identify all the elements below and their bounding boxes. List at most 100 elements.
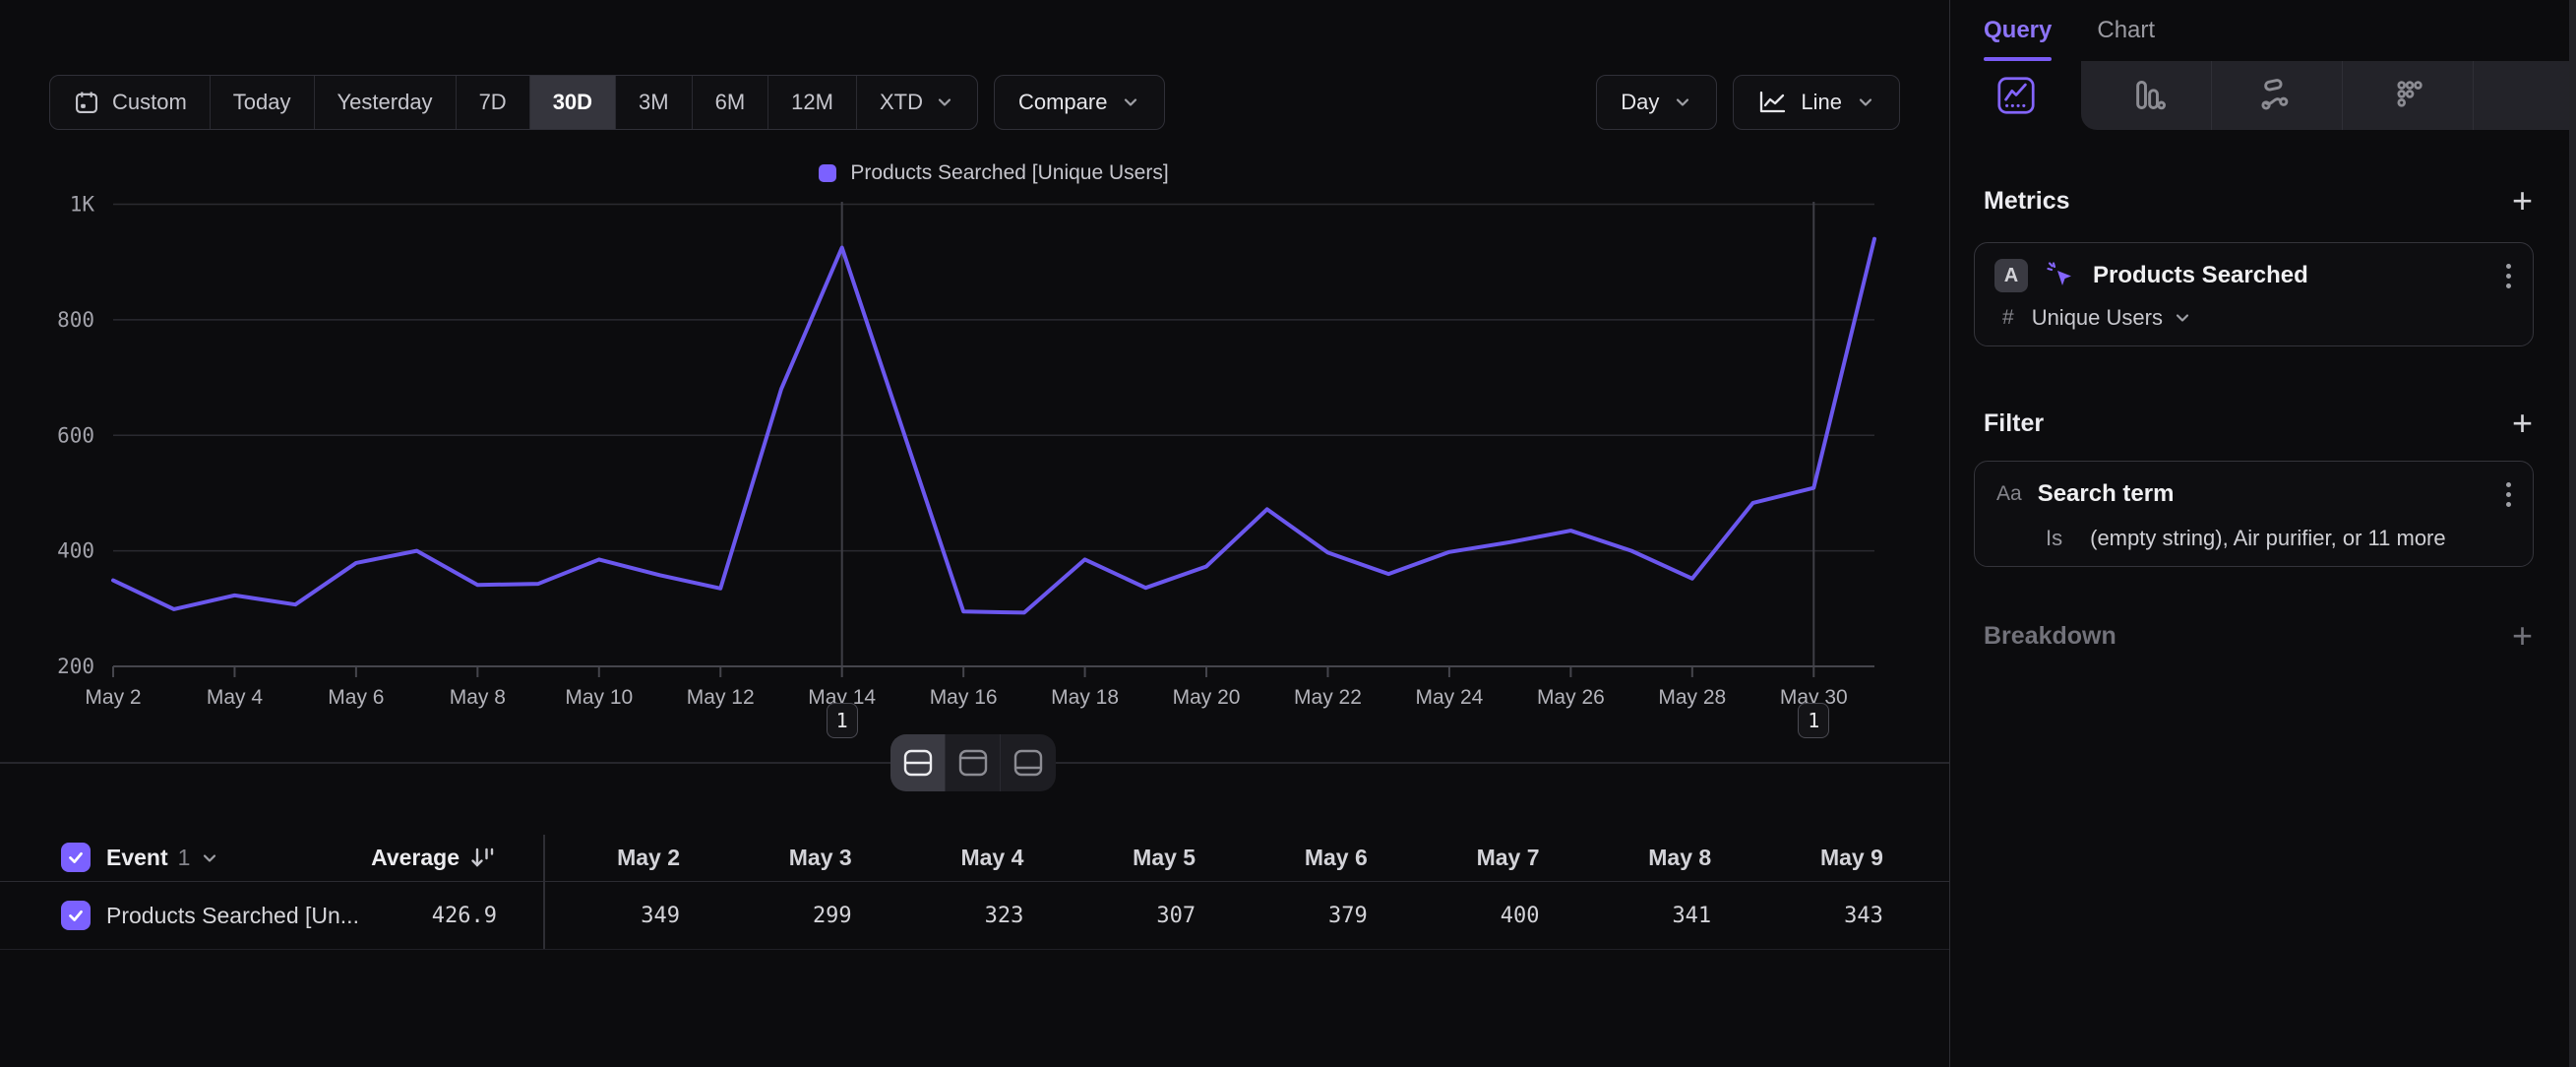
- kebab-menu-icon[interactable]: [2502, 478, 2515, 511]
- metric-letter-badge: A: [1994, 259, 2028, 292]
- add-breakdown-button[interactable]: +: [2512, 618, 2533, 654]
- table-date-header[interactable]: May 6: [1210, 835, 1368, 881]
- table-date-header[interactable]: May 2: [522, 835, 680, 881]
- report-main-area: Custom Today Yesterday 7D 30D 3M 6M 12M …: [0, 0, 1949, 1067]
- event-column-header[interactable]: Event 1: [106, 835, 219, 881]
- table-date-header[interactable]: May 8: [1554, 835, 1711, 881]
- filter-value[interactable]: (empty string), Air purifier, or 11 more: [2090, 526, 2446, 551]
- layout-toggle-group: [890, 734, 1056, 791]
- string-property-icon: Aa: [1996, 482, 2022, 506]
- metrics-title: Metrics: [1984, 187, 2070, 216]
- x-tick-label: May 8: [450, 686, 506, 709]
- chevron-down-icon: [2173, 308, 2192, 328]
- add-filter-button[interactable]: +: [2512, 406, 2533, 441]
- metrics-section-header: Metrics +: [1984, 179, 2533, 222]
- table-date-header[interactable]: May 5: [1038, 835, 1196, 881]
- y-tick-label: 1K: [70, 193, 95, 217]
- retention-dots-icon: [2384, 72, 2431, 119]
- tab-query[interactable]: Query: [1984, 0, 2052, 61]
- x-tick-label: May 28: [1658, 686, 1726, 709]
- check-icon: [65, 905, 87, 926]
- table-date-header[interactable]: May 4: [866, 835, 1023, 881]
- filter-operator[interactable]: Is: [2046, 526, 2062, 551]
- x-tick-label: May 24: [1415, 686, 1483, 709]
- report-type-insights-active[interactable]: [1950, 61, 2081, 130]
- sidebar-tabs: Query Chart: [1950, 0, 2569, 61]
- row-value: 307: [1038, 882, 1196, 949]
- report-type-retention[interactable]: [2343, 61, 2474, 130]
- chevron-down-icon: [200, 848, 219, 868]
- x-tick-label: May 22: [1294, 686, 1362, 709]
- tab-chart[interactable]: Chart: [2097, 0, 2155, 61]
- filter-property-name[interactable]: Search term: [2038, 480, 2486, 508]
- split-view-icon: [901, 748, 935, 778]
- table-header-row: Event 1 Average May 2 May 3 May 4 May 5 …: [0, 835, 1949, 882]
- average-label: Average: [371, 845, 460, 871]
- table-date-header[interactable]: May 3: [695, 835, 852, 881]
- row-value: 341: [1554, 882, 1711, 949]
- table-only-icon: [1012, 748, 1045, 778]
- report-type-tabs: [1950, 61, 2569, 130]
- table-row: Products Searched [Un... 426.9 349 299 3…: [0, 882, 1949, 950]
- metric-name[interactable]: Products Searched: [2093, 262, 2486, 289]
- report-type-funnels[interactable]: [2081, 61, 2212, 130]
- select-all-checkbox[interactable]: [61, 843, 91, 872]
- annotation-badge[interactable]: 1: [1798, 703, 1829, 738]
- sort-descending-icon: [469, 846, 497, 871]
- filter-card[interactable]: Aa Search term Is (empty string), Air pu…: [1974, 461, 2534, 567]
- kebab-menu-icon[interactable]: [2502, 260, 2515, 292]
- report-type-tab-filler: [2474, 61, 2569, 130]
- event-label: Event: [106, 845, 168, 871]
- funnels-bars-icon: [2122, 72, 2170, 119]
- check-icon: [65, 847, 87, 868]
- annotation-badge[interactable]: 1: [827, 703, 858, 738]
- event-click-icon: [2044, 259, 2077, 292]
- row-value: 299: [695, 882, 852, 949]
- row-average-value: 426.9: [339, 882, 497, 949]
- average-column-header[interactable]: Average: [339, 835, 497, 881]
- aggregation-label: Unique Users: [2032, 305, 2163, 331]
- data-series-line: [113, 239, 1874, 613]
- query-builder-sidebar: Query Chart: [1949, 0, 2576, 1067]
- add-metric-button[interactable]: +: [2512, 183, 2533, 219]
- insights-line-chart-icon: [1993, 72, 2040, 119]
- table-date-header[interactable]: May 9: [1726, 835, 1883, 881]
- filter-title: Filter: [1984, 409, 2044, 438]
- layout-split-view-button[interactable]: [890, 734, 946, 791]
- flows-icon: [2253, 72, 2300, 119]
- row-value: 343: [1726, 882, 1883, 949]
- filter-section-header: Filter +: [1984, 402, 2533, 445]
- table-date-header[interactable]: May 7: [1382, 835, 1540, 881]
- report-type-tab-strip: [2081, 61, 2569, 130]
- report-type-flows[interactable]: [2212, 61, 2343, 130]
- y-tick-label: 600: [57, 423, 94, 447]
- x-tick-label: May 2: [85, 686, 141, 709]
- event-count: 1: [178, 845, 191, 871]
- x-tick-label: May 6: [328, 686, 384, 709]
- x-tick-label: May 12: [687, 686, 755, 709]
- x-tick-label: May 20: [1173, 686, 1241, 709]
- line-chart[interactable]: May 2May 4May 6May 8May 10May 12May 14Ma…: [0, 0, 1949, 748]
- tab-label: Query: [1984, 17, 2052, 44]
- aggregation-symbol: #: [2002, 306, 2014, 330]
- breakdown-title: Breakdown: [1984, 622, 2116, 651]
- row-value: 400: [1382, 882, 1540, 949]
- x-tick-label: May 16: [930, 686, 998, 709]
- row-value: 323: [866, 882, 1023, 949]
- x-tick-label: May 4: [207, 686, 264, 709]
- y-tick-label: 400: [57, 539, 94, 563]
- tab-label: Chart: [2097, 17, 2155, 44]
- layout-chart-only-button[interactable]: [946, 734, 1001, 791]
- row-series-name[interactable]: Products Searched [Un...: [106, 882, 359, 949]
- row-checkbox[interactable]: [61, 901, 91, 930]
- row-value: 379: [1210, 882, 1368, 949]
- metric-card[interactable]: A Products Searched # Unique Users: [1974, 242, 2534, 346]
- layout-table-only-button[interactable]: [1001, 734, 1056, 791]
- y-tick-label: 200: [57, 655, 94, 678]
- chart-only-icon: [956, 748, 990, 778]
- x-tick-label: May 26: [1537, 686, 1605, 709]
- x-tick-label: May 10: [565, 686, 633, 709]
- aggregation-dropdown[interactable]: Unique Users: [2032, 305, 2192, 331]
- sidebar-scrollbar[interactable]: [2569, 0, 2576, 1067]
- row-value: 349: [522, 882, 680, 949]
